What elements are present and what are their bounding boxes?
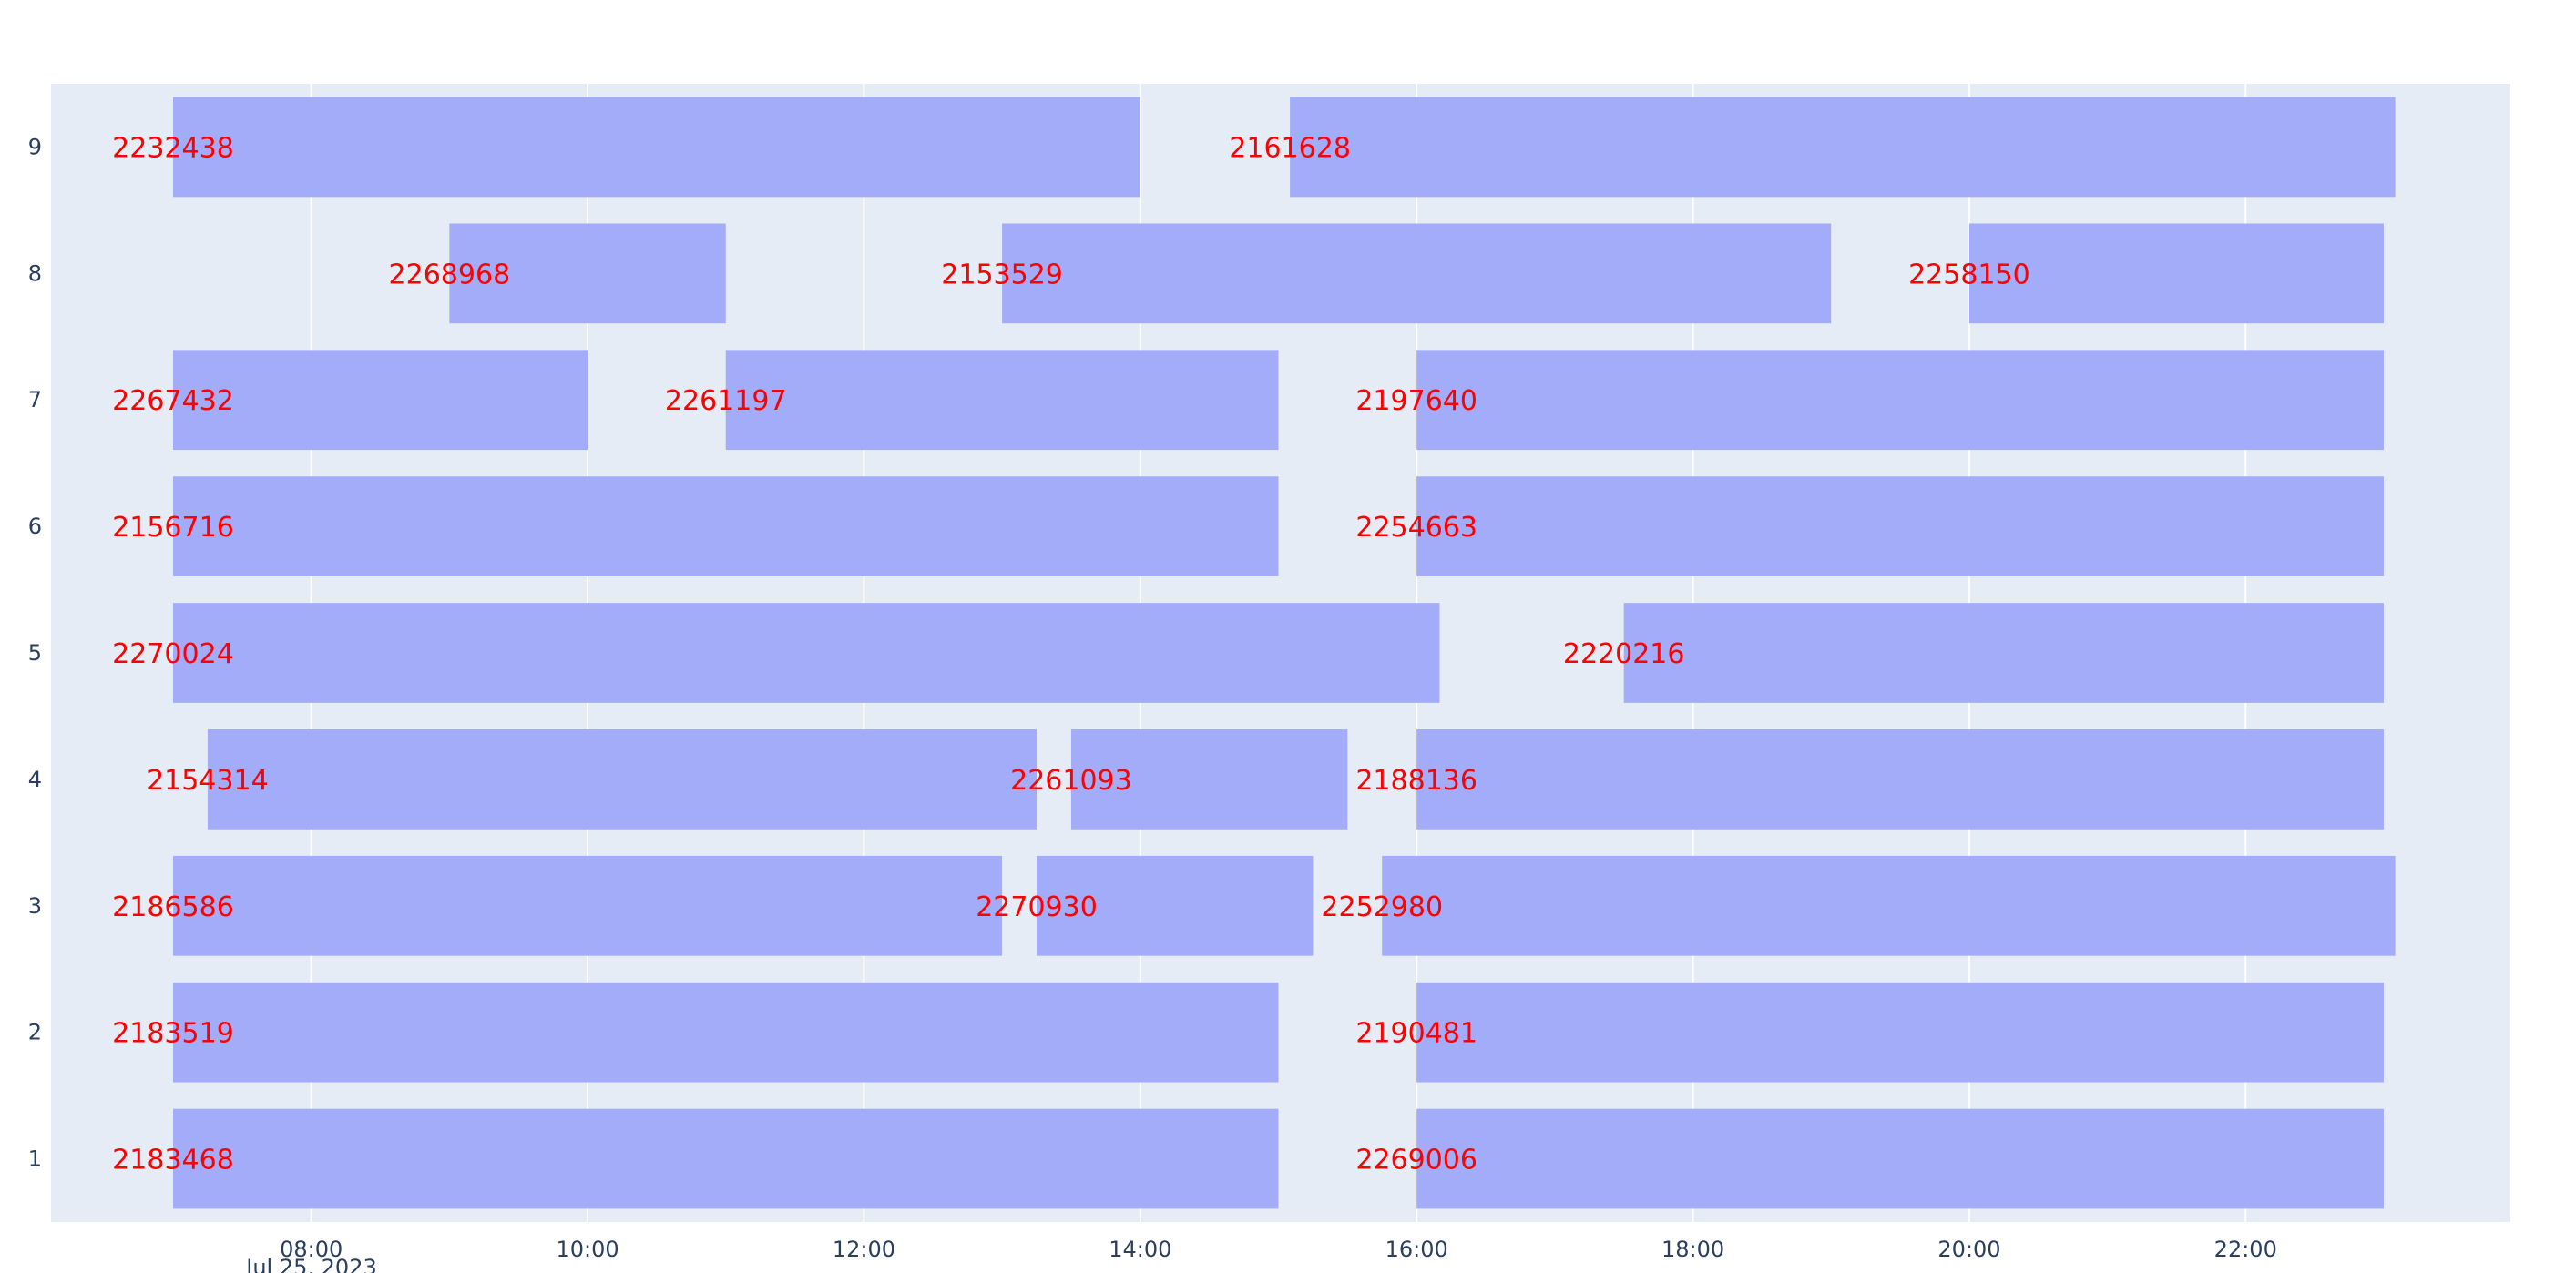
task-bar [449,223,726,324]
task-label: 2183468 [112,1145,234,1176]
bar-labels: 2232438 2161628 2268968 2153529 2258150 22674… [112,132,2030,1176]
task-bar [1037,855,1314,956]
task-bar [172,603,1440,703]
y-tick-label: 6 [28,514,42,539]
task-label: 2252980 [1321,891,1443,923]
task-label: 2220216 [1563,638,1685,670]
task-bar [1290,97,2396,198]
task-label: 2267432 [112,385,234,417]
x-axis-date-label: Jul 25, 2023 [244,1255,376,1273]
y-tick-label: 2 [28,1020,42,1045]
task-bar [1070,729,1348,830]
task-bar [172,1108,1279,1209]
task-bar [1968,223,2384,324]
task-label: 2268968 [389,259,511,290]
x-tick-label: 16:00 [1385,1237,1448,1262]
y-tick-label: 9 [28,134,42,159]
task-label: 2270024 [112,638,234,670]
task-label: 2269006 [1355,1145,1477,1176]
task-label: 2161628 [1229,132,1351,164]
y-tick-label: 7 [28,387,42,412]
task-bar [725,350,1279,451]
task-bar [172,476,1279,576]
x-tick-label: 08:00 [280,1237,342,1262]
task-bar [1416,350,2384,451]
task-label: 2261197 [665,385,787,417]
bars [172,97,2396,1209]
task-bar [1416,982,2384,1083]
task-label: 2190481 [1355,1018,1477,1050]
task-bar [172,97,1140,198]
task-label: 2188136 [1355,765,1477,797]
task-bar [1002,223,1832,324]
task-label: 2258150 [1908,259,2030,290]
task-bar [1416,1108,2384,1209]
y-tick-label: 5 [28,640,42,666]
task-bar [1416,729,2384,830]
y-tick-label: 4 [28,767,42,792]
y-axis-ticks: 1 2 3 4 5 6 7 8 9 [28,134,42,1171]
x-tick-label: 22:00 [2214,1237,2277,1262]
task-label: 2261093 [1010,765,1132,797]
task-bar [207,729,1038,830]
y-tick-label: 1 [28,1146,42,1172]
x-tick-label: 12:00 [833,1237,895,1262]
x-axis-ticks: 08:00 10:00 12:00 14:00 16:00 18:00 20:00 22:00 [280,1237,2277,1262]
task-bar [1623,603,2384,703]
x-tick-label: 20:00 [1937,1237,2000,1262]
task-bar [172,855,1003,956]
y-tick-label: 3 [28,893,42,919]
task-label: 2156716 [112,512,234,544]
task-bar [1416,476,2384,576]
task-bar [172,350,588,451]
task-label: 2154314 [147,765,269,797]
task-label: 2186586 [112,891,234,923]
task-label: 2232438 [112,132,234,164]
task-label: 2183519 [112,1018,234,1050]
x-tick-label: 14:00 [1109,1237,1171,1262]
task-label: 2153529 [941,259,1063,290]
task-label: 2270930 [976,891,1098,923]
task-bar [1382,855,2396,956]
task-label: 2197640 [1355,385,1477,417]
y-tick-label: 8 [28,260,42,286]
x-tick-label: 10:00 [556,1237,618,1262]
task-bar [172,982,1279,1083]
x-tick-label: 18:00 [1661,1237,1724,1262]
task-label: 2254663 [1355,512,1477,544]
